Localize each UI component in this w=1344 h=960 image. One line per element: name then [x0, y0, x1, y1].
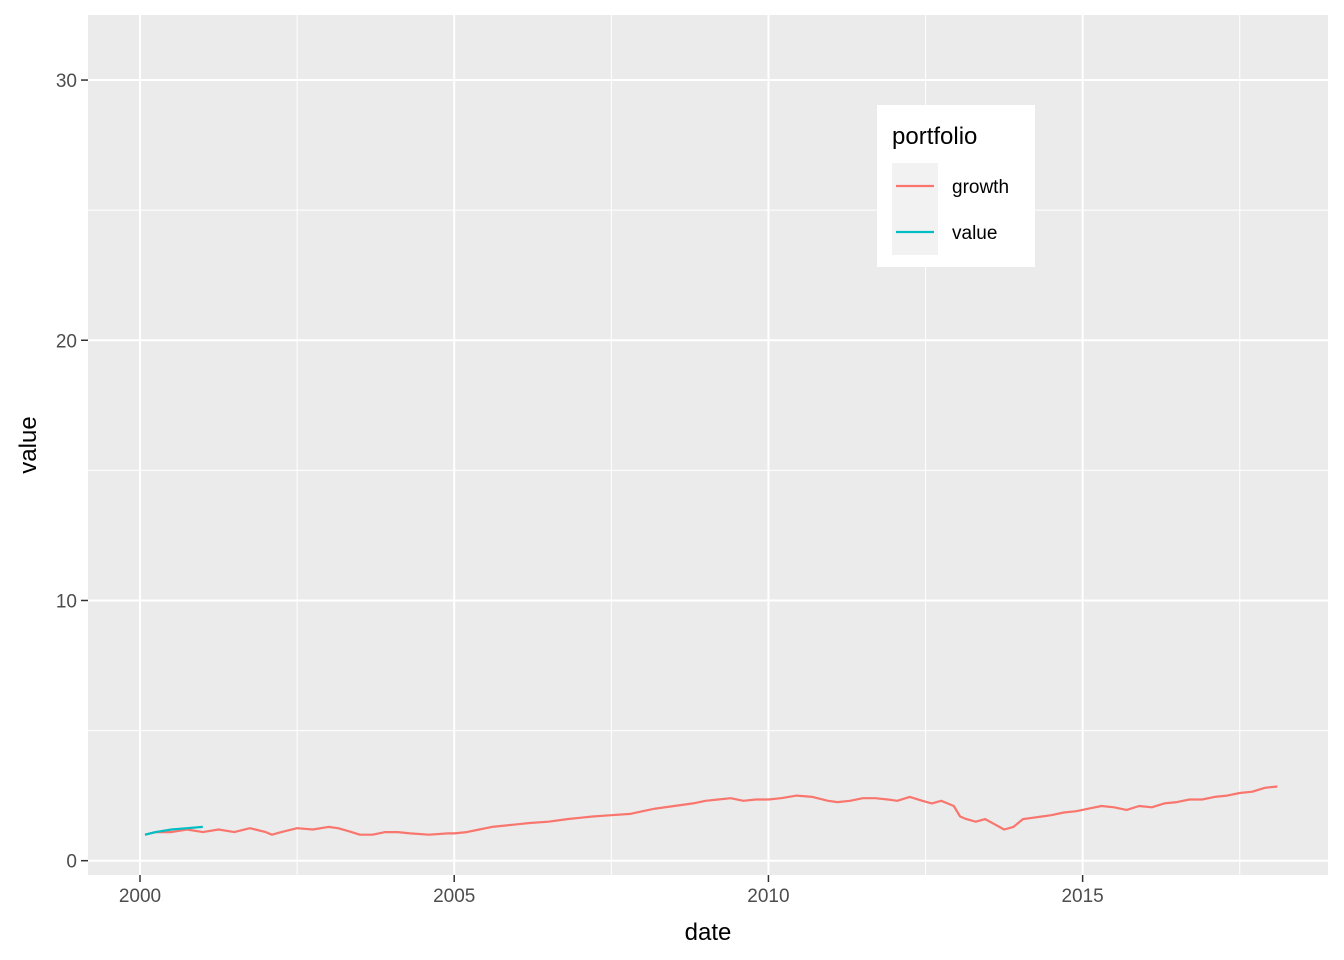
x-axis: 2000 2005 2010 2015 [119, 875, 1104, 907]
y-tick-label: 10 [56, 591, 77, 612]
series-line-growth [144, 785, 1278, 836]
plot-panel [88, 15, 1328, 875]
x-tick-label: 2005 [433, 886, 475, 907]
legend-title: portfolio [892, 123, 977, 150]
y-tick-label: 30 [56, 71, 77, 92]
y-axis-title: value [15, 416, 42, 473]
major-gridlines [88, 15, 1328, 875]
x-axis-title: date [685, 919, 732, 946]
legend-label-growth: growth [952, 177, 1009, 198]
x-tick-label: 2000 [119, 886, 161, 907]
y-tick-label: 20 [56, 331, 77, 352]
series-layer [144, 785, 1278, 836]
y-axis: 0 10 20 30 [56, 71, 88, 873]
series-line-value [144, 825, 203, 836]
x-tick-label: 2010 [747, 886, 789, 907]
legend: portfolio growth value [877, 105, 1035, 267]
legend-label-value: value [952, 223, 997, 244]
y-tick-label: 0 [66, 852, 77, 873]
x-tick-label: 2015 [1061, 886, 1103, 907]
